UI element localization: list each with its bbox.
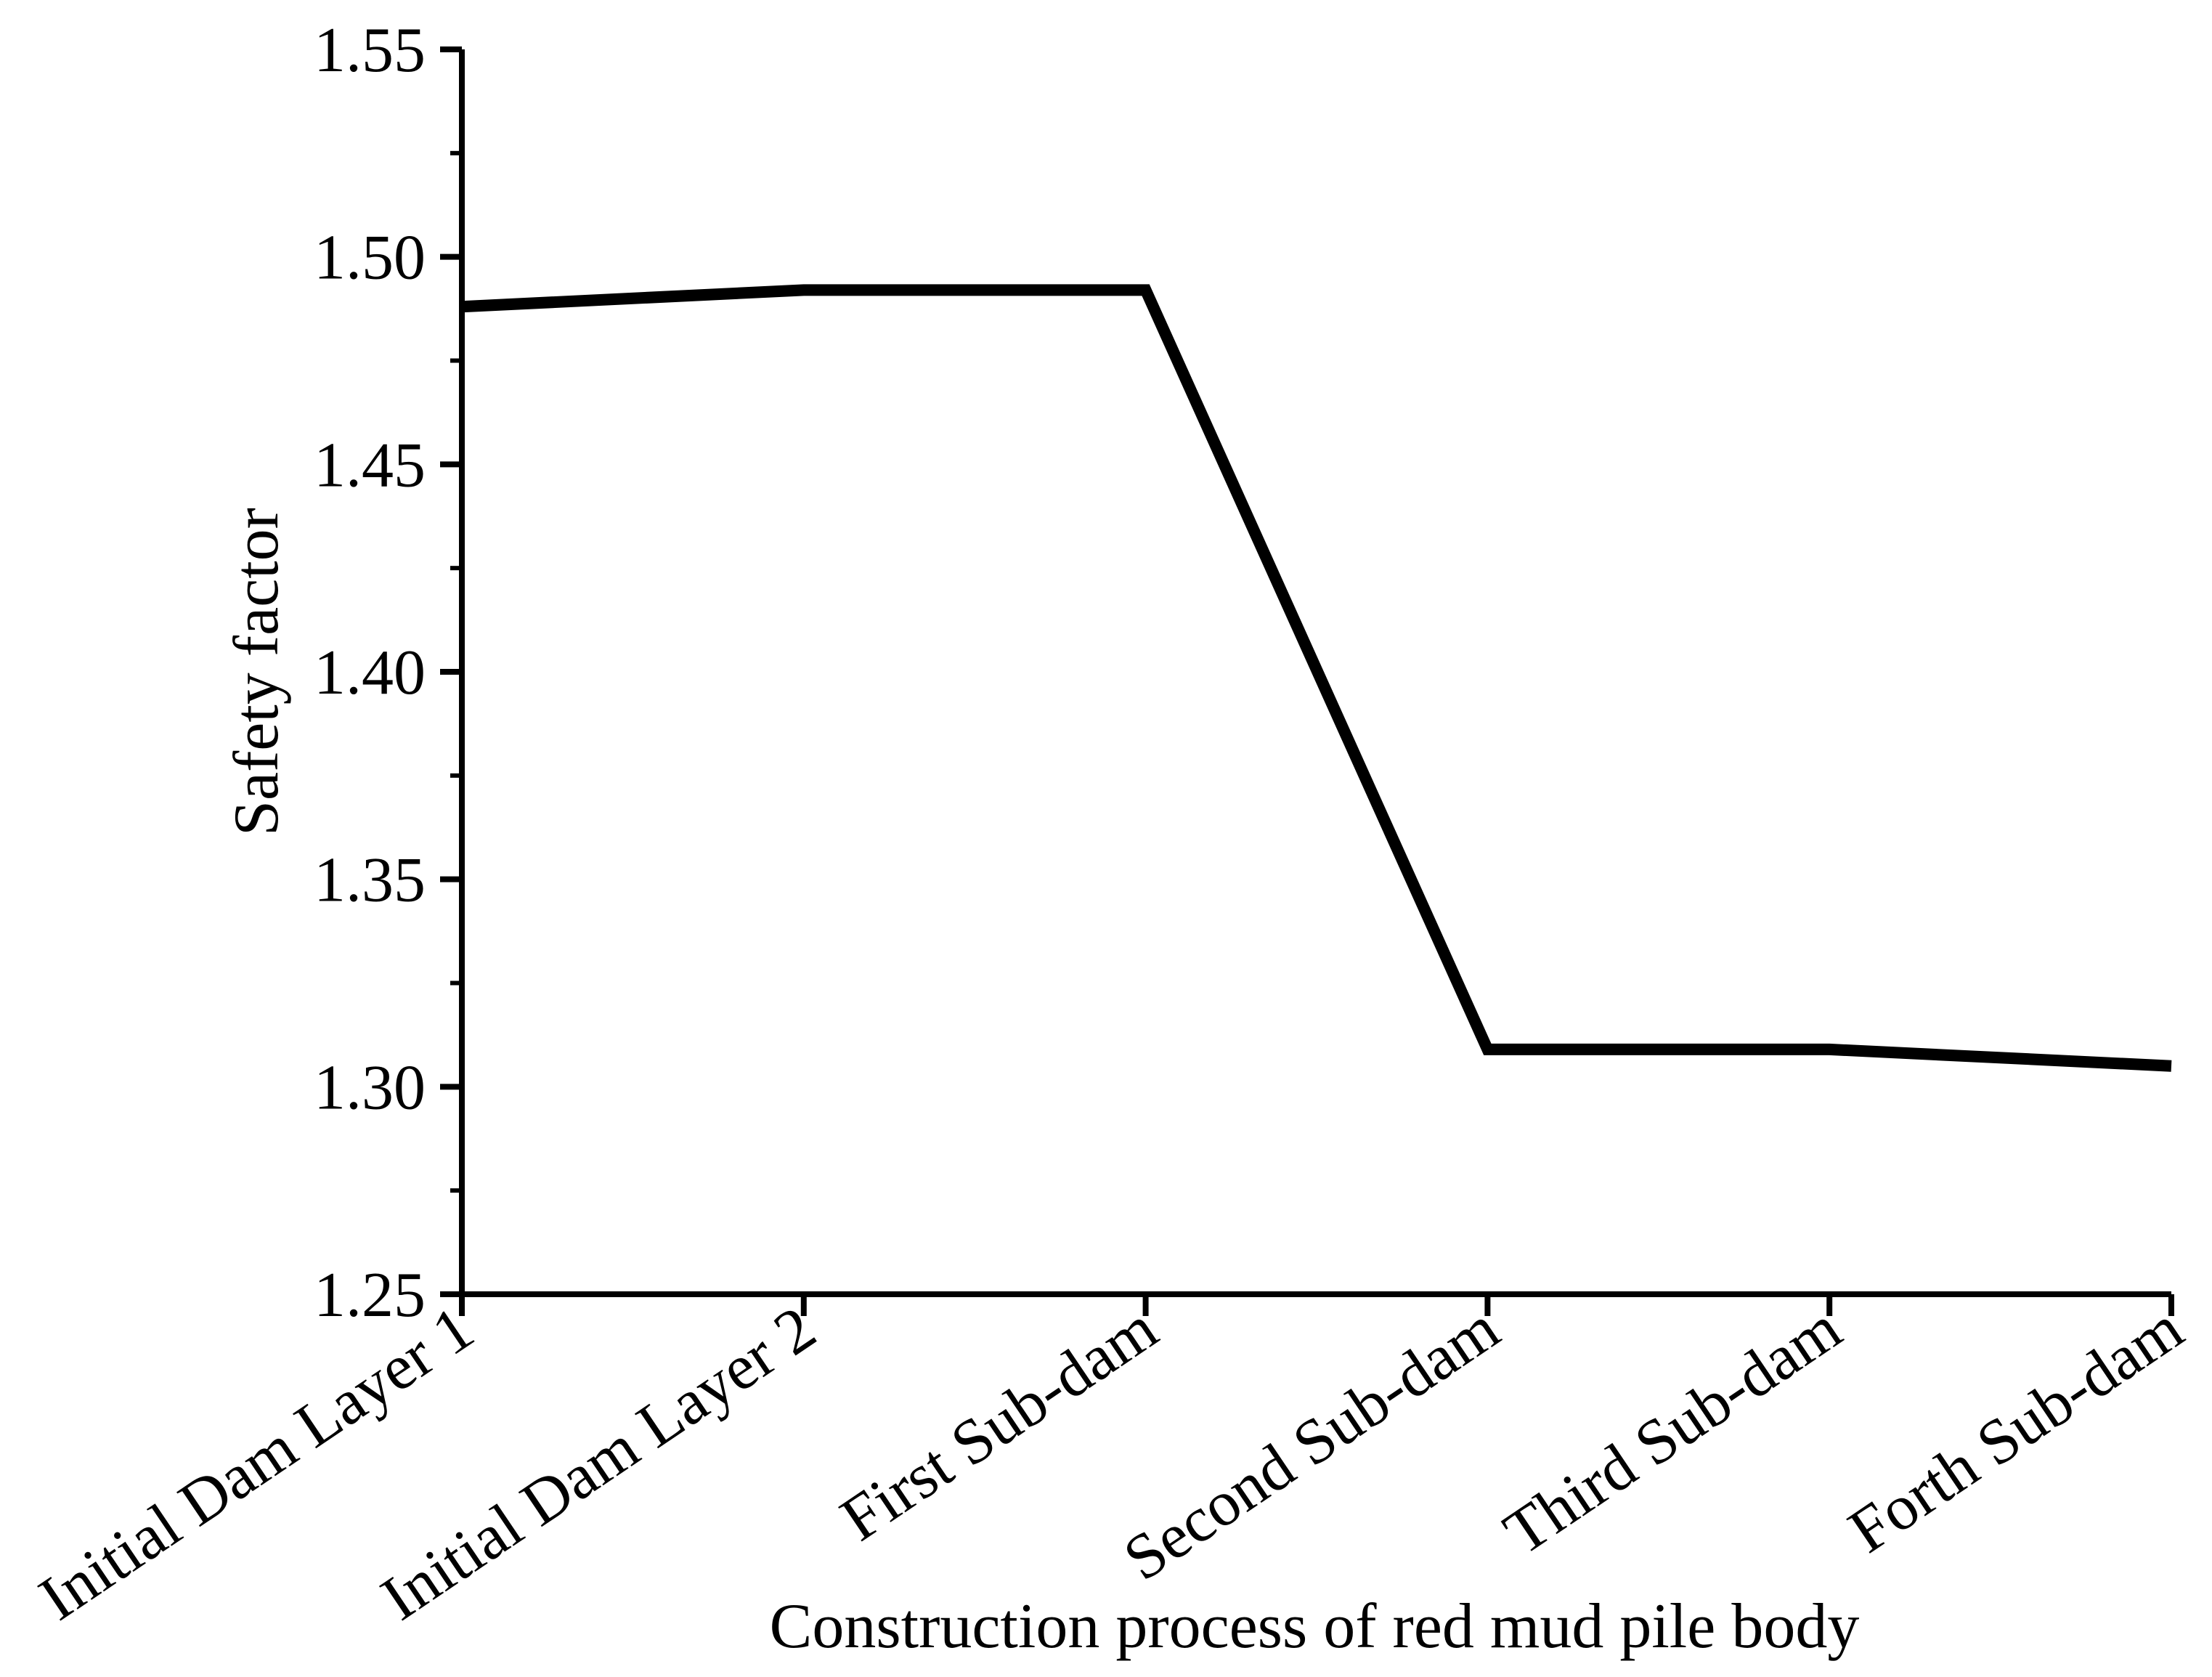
series-line — [461, 284, 2172, 1072]
y-axis: 1.25 1.30 1.35 1.40 1.45 1.50 1.55 — [314, 15, 465, 1331]
y-axis-title: Safety factor — [221, 508, 292, 836]
y-tick-label: 1.45 — [314, 430, 426, 500]
series-group — [461, 284, 2172, 1072]
y-tick-label: 1.30 — [314, 1052, 426, 1123]
x-tick-label: Second Sub-dam — [1112, 1293, 1512, 1594]
x-axis-title: Construction process of red mud pile bod… — [770, 1591, 1860, 1662]
y-tick-label: 1.35 — [314, 845, 426, 916]
y-tick-label: 1.25 — [314, 1260, 426, 1331]
y-tick-label: 1.40 — [314, 638, 426, 708]
x-tick-label: Forth Sub-dam — [1837, 1293, 2195, 1567]
y-tick-label: 1.55 — [314, 15, 426, 86]
x-tick-label: Third Sub-dam — [1492, 1293, 1853, 1569]
y-tick-label: 1.50 — [314, 223, 426, 293]
x-tick-label: First Sub-dam — [829, 1293, 1170, 1555]
